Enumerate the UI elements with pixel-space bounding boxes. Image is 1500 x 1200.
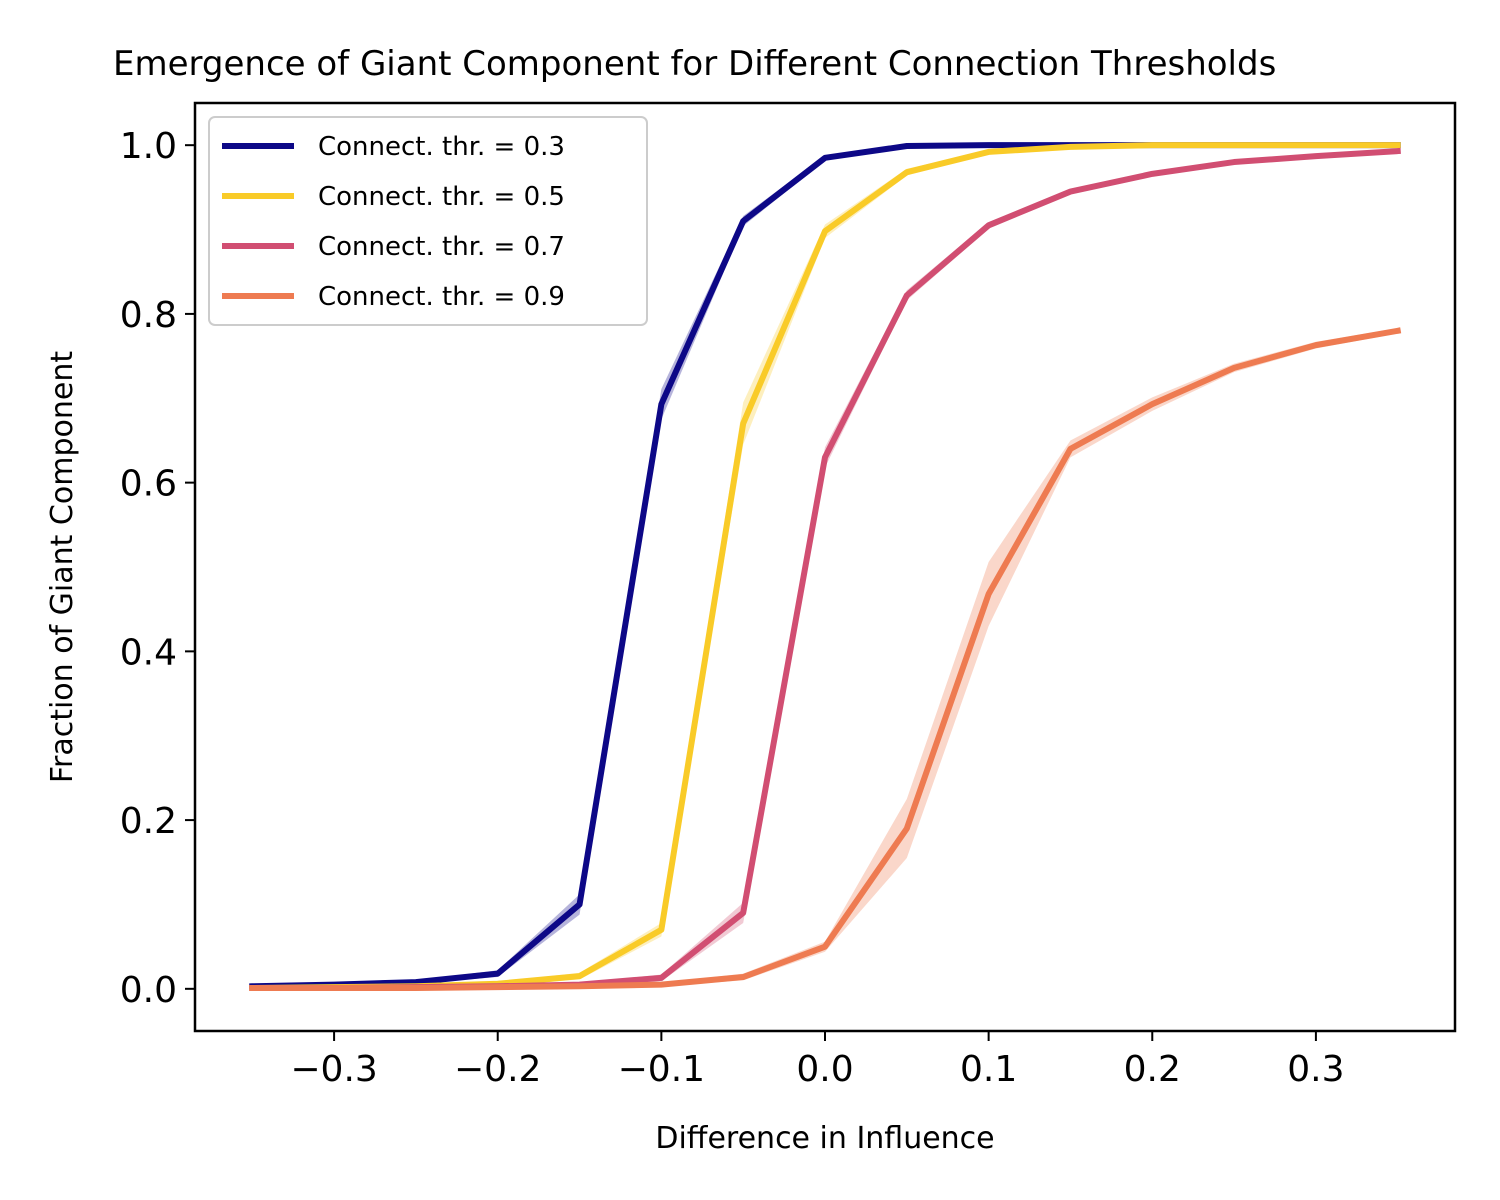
x-tick-label: 0.3	[1287, 1049, 1344, 1090]
y-tick-label: 0.4	[120, 632, 177, 673]
y-tick-label: 0.2	[120, 801, 177, 842]
y-axis: 0.0 0.2 0.4 0.6 0.8 1.0	[120, 126, 195, 1011]
legend-items: Connect. thr. = 0.3 Connect. thr. = 0.5 Co…	[222, 132, 565, 312]
legend-label-3: Connect. thr. = 0.7	[318, 232, 565, 262]
x-tick-label: −0.2	[454, 1049, 541, 1090]
x-axis: −0.3 −0.2 −0.1 0.0 0.1 0.2 0.3	[290, 1031, 1345, 1090]
y-tick-label: 1.0	[120, 126, 177, 167]
series-line-4	[249, 327, 1402, 991]
legend-box	[208, 116, 648, 326]
x-tick-label: 0.0	[796, 1049, 853, 1090]
y-tick-label: 0.0	[120, 970, 177, 1011]
x-tick-label: 0.1	[960, 1049, 1017, 1090]
legend: Connect. thr. = 0.3 Connect. thr. = 0.5 Co…	[208, 116, 648, 326]
y-axis-label: Fraction of Giant Component	[45, 351, 80, 783]
legend-label-2: Connect. thr. = 0.5	[318, 182, 565, 212]
chart-title: Emergence of Giant Component for Differe…	[113, 44, 1276, 84]
y-tick-label: 0.8	[120, 295, 177, 336]
x-tick-label: −0.1	[618, 1049, 705, 1090]
x-tick-label: −0.3	[290, 1049, 377, 1090]
y-tick-label: 0.6	[120, 464, 177, 505]
legend-label-1: Connect. thr. = 0.3	[318, 132, 565, 162]
x-axis-label: Difference in Influence	[655, 1121, 994, 1156]
series-lines	[249, 142, 1402, 992]
legend-label-4: Connect. thr. = 0.9	[318, 282, 565, 312]
x-tick-label: 0.2	[1124, 1049, 1181, 1090]
